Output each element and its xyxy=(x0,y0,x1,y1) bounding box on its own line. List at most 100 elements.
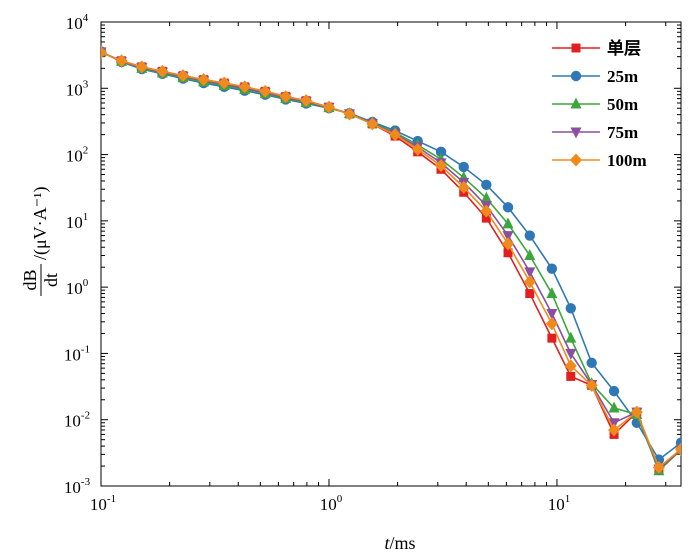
data-point xyxy=(545,317,558,331)
data-point xyxy=(547,333,557,343)
data-point xyxy=(279,90,292,104)
data-point xyxy=(259,84,272,98)
legend-swatch-marker xyxy=(570,153,582,167)
data-point xyxy=(177,69,190,83)
ticks: 10-1 100 101 10-3 10-2 10-1 100 101 102 103 104 xyxy=(64,12,681,514)
legend-label: 75m xyxy=(607,123,638,142)
data-point xyxy=(566,371,576,381)
x-tick-label: 101 xyxy=(548,493,571,514)
data-point xyxy=(481,213,491,223)
series-line xyxy=(101,51,681,469)
data-point xyxy=(565,348,577,360)
y-tick-label: 104 xyxy=(66,12,89,33)
data-point xyxy=(608,385,620,397)
y-tick-label: 101 xyxy=(66,211,89,232)
data-point xyxy=(502,231,514,243)
y-tick-label: 100 xyxy=(66,277,89,298)
data-point xyxy=(585,378,598,392)
legend-item: 25m xyxy=(552,67,638,86)
legend-label: 100m xyxy=(607,151,647,170)
data-point xyxy=(503,248,513,258)
data-point xyxy=(652,461,665,475)
data-point xyxy=(457,180,470,194)
legend-label: 25m xyxy=(607,67,638,86)
legend-swatch-marker xyxy=(570,127,582,139)
legend-item: 50m xyxy=(552,95,638,114)
legend-swatch-marker xyxy=(570,97,582,109)
data-point xyxy=(524,267,536,279)
data-point xyxy=(480,204,493,218)
data-point xyxy=(411,142,424,156)
y-tick-label: 10-2 xyxy=(64,410,90,431)
y-tick-label: 10-1 xyxy=(64,343,90,364)
legend-swatch-marker xyxy=(571,43,581,53)
series-单层 xyxy=(101,47,681,474)
data-point xyxy=(238,80,251,94)
series-line xyxy=(101,51,681,471)
data-point xyxy=(115,54,128,68)
data-point xyxy=(546,309,558,321)
data-point xyxy=(630,405,643,419)
data-point xyxy=(218,76,231,90)
data-point xyxy=(197,73,210,87)
data-point xyxy=(523,275,536,289)
series-line xyxy=(101,50,681,461)
series-25m xyxy=(101,46,681,465)
axes xyxy=(100,21,682,487)
legend-item: 75m xyxy=(552,123,638,142)
series-75m xyxy=(101,47,681,476)
plot-frame xyxy=(100,21,682,487)
data-point xyxy=(322,100,335,114)
legend-item: 单层 xyxy=(552,38,641,58)
x-tick-label: 10-1 xyxy=(90,493,116,514)
data-point xyxy=(435,146,447,158)
data-point xyxy=(586,357,597,369)
data-point xyxy=(524,230,535,241)
series-line xyxy=(101,51,681,473)
data-point xyxy=(343,107,356,121)
legend-label: 单层 xyxy=(607,38,641,58)
axis-labels: t/ms dB dt /(μV·A⁻¹) xyxy=(20,186,416,553)
y-tick-label: 10-3 xyxy=(64,476,91,497)
y-label-unit: /(μV·A⁻¹) xyxy=(30,186,51,260)
y-axis-label: dB dt /(μV·A⁻¹) xyxy=(20,186,61,296)
y-tick-label: 103 xyxy=(66,78,89,99)
data-point xyxy=(502,217,514,229)
data-point xyxy=(608,423,621,437)
data-point xyxy=(135,60,148,74)
data-point xyxy=(458,161,469,173)
y-tick-label: 102 xyxy=(66,145,89,166)
x-tick-label: 100 xyxy=(320,493,343,514)
series-line xyxy=(101,51,681,471)
data-point xyxy=(435,159,448,173)
data-point xyxy=(502,202,514,213)
data-point xyxy=(101,45,107,59)
legend: 单层 25m 50m 75m 100m xyxy=(552,38,647,170)
y-label-numerator: dB xyxy=(20,269,40,290)
data-point xyxy=(480,191,492,203)
data-point xyxy=(300,94,313,108)
data-point xyxy=(565,303,577,314)
data-point xyxy=(502,237,515,251)
data-point xyxy=(389,128,402,142)
legend-swatch-marker xyxy=(570,70,582,82)
data-point xyxy=(481,179,492,190)
series-layer xyxy=(101,45,681,476)
data-point xyxy=(366,117,379,131)
data-point xyxy=(156,64,169,78)
data-point xyxy=(608,401,620,413)
data-point xyxy=(524,249,536,261)
legend-item: 100m xyxy=(552,151,647,170)
legend-label: 50m xyxy=(607,95,638,114)
data-point xyxy=(564,359,577,373)
series-50m xyxy=(101,45,681,476)
x-axis-label: t/ms xyxy=(384,533,415,553)
data-point xyxy=(675,442,681,456)
y-label-denominator: dt xyxy=(41,273,61,287)
data-point xyxy=(565,331,577,343)
data-point xyxy=(546,263,558,274)
data-point xyxy=(525,289,535,299)
data-point xyxy=(546,287,558,299)
series-100m xyxy=(101,45,681,475)
